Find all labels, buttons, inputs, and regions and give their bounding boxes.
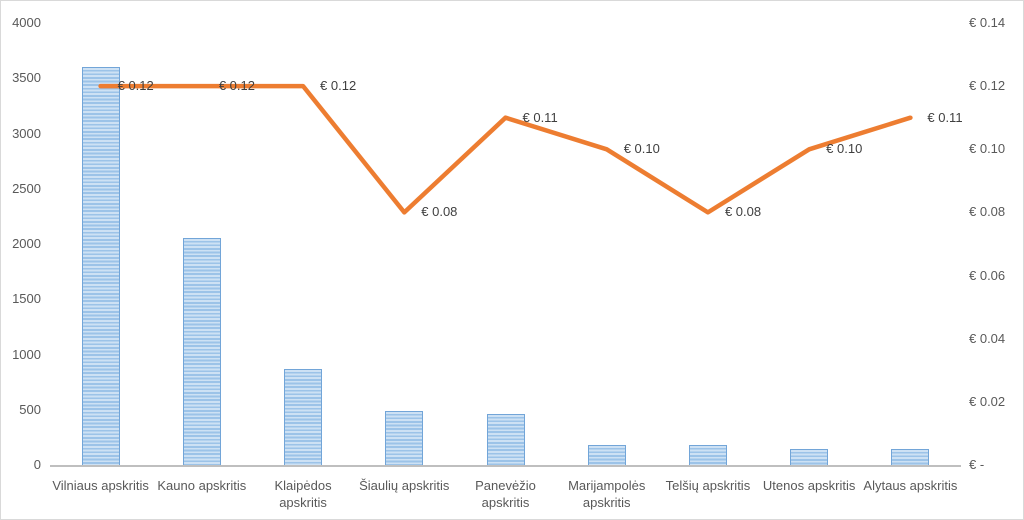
line-data-label: € 0.11 <box>927 109 963 125</box>
line-data-label: € 0.12 <box>218 78 255 94</box>
left-axis-tick: 3500 <box>12 70 41 86</box>
bar <box>891 448 930 465</box>
line-series-path <box>98 83 913 215</box>
right-axis-tick: € - <box>969 457 985 472</box>
right-axis-tick: € 0.12 <box>969 78 1006 94</box>
line-data-label: € 0.08 <box>724 204 762 220</box>
bar <box>182 238 221 465</box>
left-axis-tick: 0 <box>33 457 41 472</box>
bar <box>486 414 525 465</box>
left-axis-tick: 1000 <box>12 346 41 362</box>
bar <box>81 67 120 465</box>
right-axis-tick: € 0.02 <box>969 393 1006 409</box>
bar <box>385 410 424 465</box>
left-axis-tick: 4000 <box>12 15 41 30</box>
right-axis-tick: € 0.04 <box>969 330 1006 346</box>
left-axis-tick: 2500 <box>12 180 41 196</box>
bar <box>587 445 626 465</box>
left-axis-tick: 1500 <box>12 291 41 307</box>
category-label: Telšių apskritis <box>665 478 751 493</box>
right-axis-tick: € 0.14 <box>969 15 1006 30</box>
category-label: Alytaus apskritis <box>863 478 958 493</box>
category-label: Panevėžio apskritis <box>475 478 536 510</box>
x-axis-line <box>50 465 961 467</box>
line-data-label: € 0.12 <box>117 78 154 94</box>
line-data-label: € 0.11 <box>522 109 558 125</box>
right-axis-tick: € 0.08 <box>969 204 1006 220</box>
bar <box>284 368 323 465</box>
right-axis-tick: € 0.10 <box>969 141 1006 157</box>
category-label: Vilniaus apskritis <box>52 478 149 493</box>
bar <box>790 448 829 465</box>
line-data-label: € 0.08 <box>421 204 458 220</box>
line-data-label: € 0.10 <box>623 141 660 157</box>
left-axis-tick: 2000 <box>12 236 41 251</box>
category-label: Kauno apskritis <box>157 478 247 493</box>
bar <box>688 445 727 465</box>
right-axis-tick: € 0.06 <box>969 267 1006 283</box>
line-data-label: € 0.12 <box>320 78 357 94</box>
category-label: Klaipėdos apskritis <box>274 478 332 510</box>
line-data-label: € 0.10 <box>826 141 863 157</box>
category-label: Šiaulių apskritis <box>359 478 450 493</box>
category-label: Marijampolės apskritis <box>568 478 646 510</box>
left-axis-tick: 500 <box>19 401 41 417</box>
left-axis-tick: 3000 <box>12 125 41 141</box>
category-label: Utenos apskritis <box>762 478 856 493</box>
